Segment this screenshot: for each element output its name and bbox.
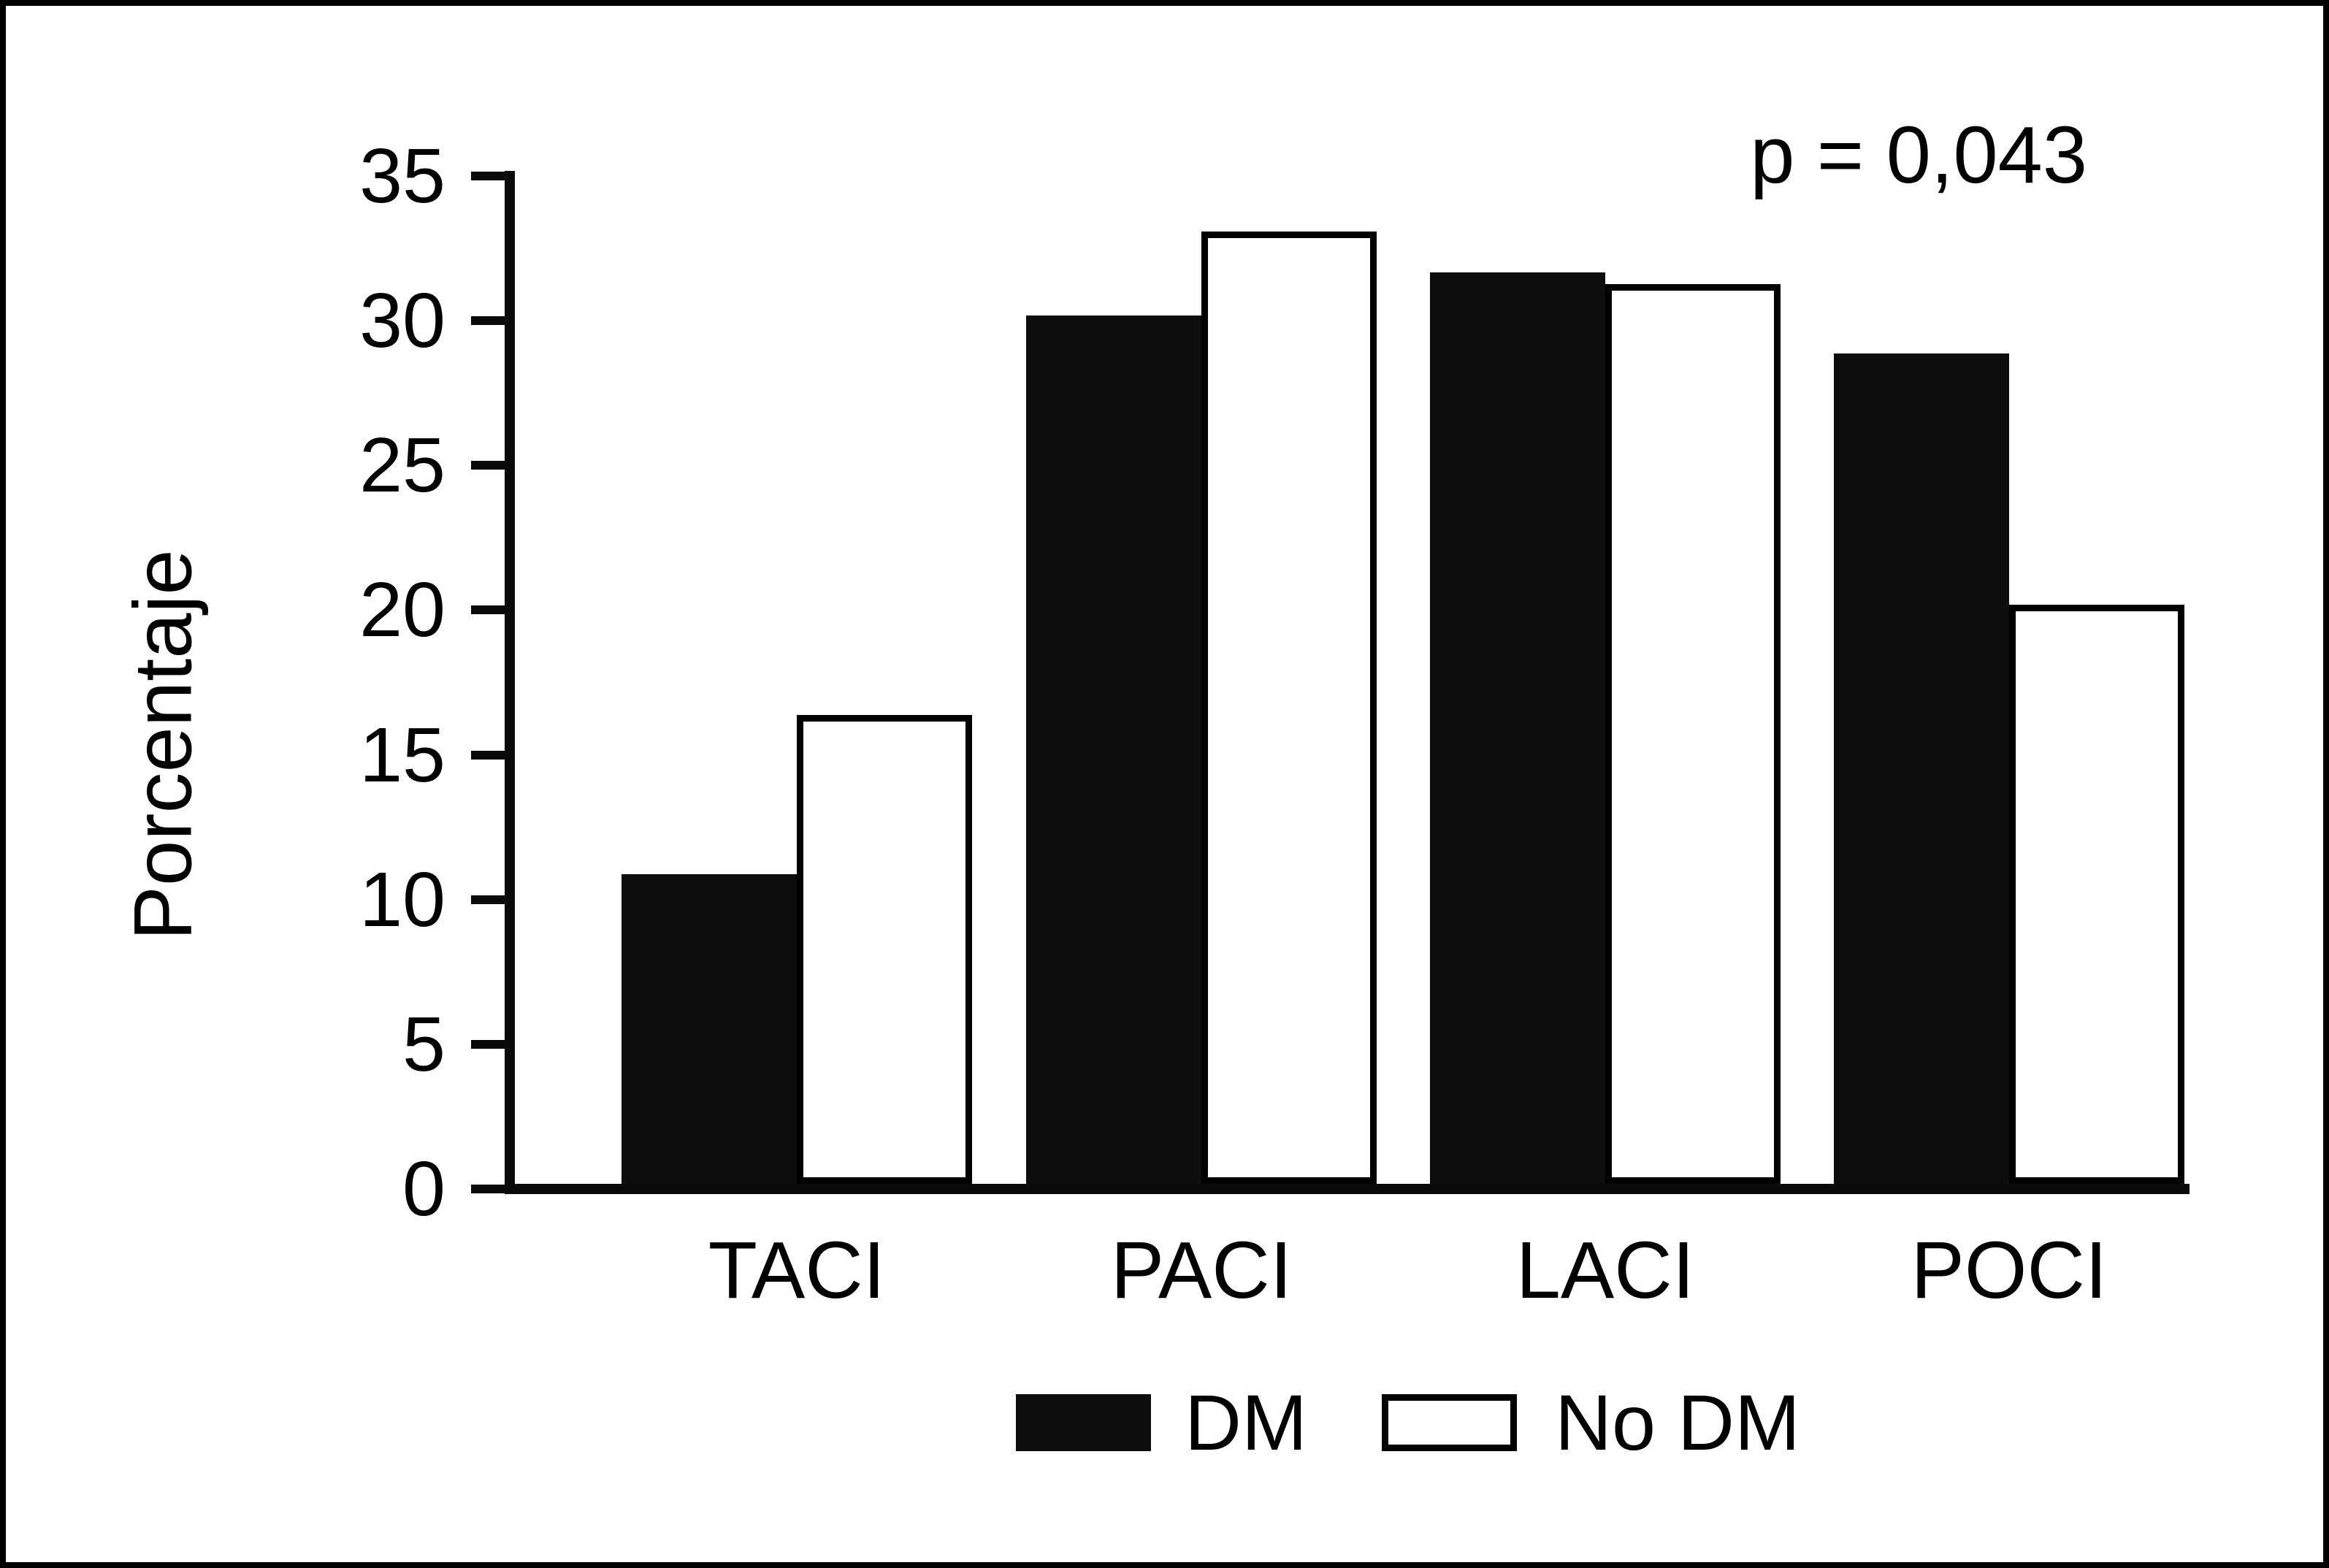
y-tick-label-30: 30 bbox=[359, 278, 445, 364]
x-axis-line bbox=[505, 1184, 2190, 1194]
bar-nodm-paci bbox=[1201, 232, 1377, 1184]
y-axis-line bbox=[505, 171, 515, 1194]
legend-label-nodm: No DM bbox=[1554, 1378, 1800, 1466]
y-axis-title: Porcentaje bbox=[117, 549, 209, 941]
y-tick-25 bbox=[471, 461, 505, 470]
y-tick-label-35: 35 bbox=[359, 133, 445, 219]
x-category-label-poci: POCI bbox=[1911, 1225, 2108, 1315]
y-tick-label-5: 5 bbox=[402, 1001, 445, 1087]
y-tick-10 bbox=[471, 895, 505, 904]
y-tick-30 bbox=[471, 316, 505, 326]
x-category-label-paci: PACI bbox=[1110, 1225, 1293, 1315]
bar-nodm-taci bbox=[797, 715, 972, 1184]
bar-dm-paci bbox=[1026, 315, 1201, 1184]
x-category-label-laci: LACI bbox=[1515, 1225, 1695, 1315]
bar-dm-poci bbox=[1834, 353, 2009, 1184]
y-tick-0 bbox=[471, 1185, 505, 1193]
y-tick-label-20: 20 bbox=[359, 567, 445, 654]
bar-nodm-laci bbox=[1605, 283, 1781, 1184]
y-tick-label-0: 0 bbox=[402, 1146, 445, 1232]
y-tick-label-15: 15 bbox=[359, 711, 445, 798]
legend-swatch-dm bbox=[1016, 1394, 1151, 1451]
legend-swatch-nodm bbox=[1381, 1394, 1517, 1451]
y-tick-35 bbox=[471, 172, 505, 180]
y-tick-20 bbox=[471, 605, 505, 615]
y-tick-5 bbox=[471, 1039, 505, 1049]
bar-dm-taci bbox=[622, 873, 797, 1184]
legend-label-dm: DM bbox=[1185, 1378, 1307, 1466]
x-category-label-taci: TACI bbox=[708, 1225, 886, 1315]
p-value-annotation: p = 0,043 bbox=[1750, 110, 2087, 200]
bar-nodm-poci bbox=[2009, 605, 2184, 1184]
y-tick-15 bbox=[471, 750, 505, 760]
bar-dm-laci bbox=[1430, 272, 1605, 1184]
y-tick-label-25: 25 bbox=[359, 422, 445, 509]
y-tick-label-10: 10 bbox=[359, 856, 445, 943]
legend: DM No DM bbox=[1016, 1378, 1800, 1466]
